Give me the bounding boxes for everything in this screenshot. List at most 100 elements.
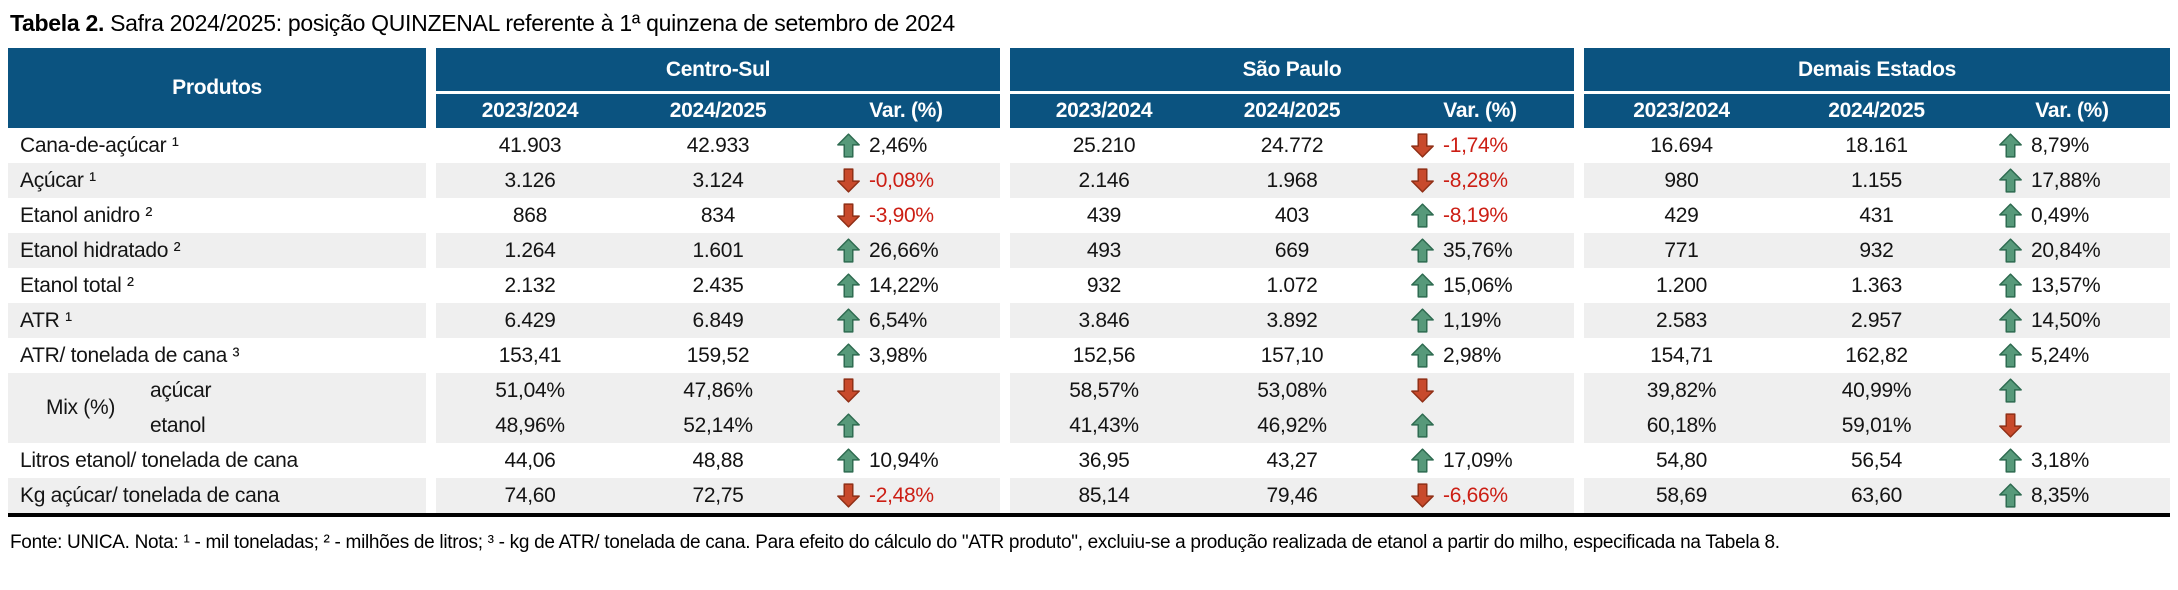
value-cell: 157,10 bbox=[1260, 343, 1324, 367]
variation-cell: 35,76% bbox=[1386, 233, 1574, 268]
up-arrow-icon bbox=[1999, 203, 2022, 228]
value-cell: 48,88 bbox=[692, 448, 744, 472]
value-cell: 60,18% bbox=[1584, 408, 1779, 443]
variation-value: 13,57% bbox=[2031, 273, 2101, 297]
value-cell: 493 bbox=[1010, 233, 1198, 268]
down-arrow-icon bbox=[1411, 168, 1434, 193]
table-title-text: Safra 2024/2025: posição QUINZENAL refer… bbox=[104, 10, 955, 36]
up-arrow-icon bbox=[1411, 238, 1434, 263]
value-cell: 403 bbox=[1274, 203, 1310, 227]
down-arrow-icon bbox=[837, 168, 860, 193]
row-label: Etanol total ² bbox=[20, 273, 134, 297]
value-cell: 53,08% bbox=[1198, 373, 1386, 408]
row-label: ATR/ tonelada de cana ³ bbox=[20, 343, 240, 367]
down-arrow-icon bbox=[1411, 483, 1434, 508]
variation-value: -2,48% bbox=[869, 483, 934, 507]
variation-value: 35,76% bbox=[1443, 238, 1513, 262]
subheader-2024-2025: 2024/2025 bbox=[1198, 94, 1386, 128]
mix-group-label: Mix (%) bbox=[46, 396, 116, 419]
variation-cell: 17,09% bbox=[1386, 443, 1574, 478]
variation-value: 15,06% bbox=[1443, 273, 1513, 297]
variation-value: 3,98% bbox=[869, 343, 928, 367]
up-arrow-icon bbox=[1999, 133, 2022, 158]
value-cell: 669 bbox=[1198, 233, 1386, 268]
subheader-2023-2024: 2023/2024 bbox=[1010, 94, 1198, 128]
value-cell: 39,82% bbox=[1584, 373, 1779, 408]
value-cell: 3.124 bbox=[624, 163, 812, 198]
value-cell: 771 bbox=[1584, 233, 1779, 268]
value-cell: 1.601 bbox=[624, 233, 812, 268]
value-cell: 429 bbox=[1664, 203, 1699, 227]
value-cell: 153,41 bbox=[498, 343, 562, 367]
variation-value: -3,90% bbox=[869, 203, 934, 227]
down-arrow-icon bbox=[1411, 378, 1434, 403]
up-arrow-icon bbox=[1999, 168, 2022, 193]
variation-value: 3,18% bbox=[2031, 448, 2090, 472]
variation-cell bbox=[1974, 373, 2170, 408]
value-cell: 3.892 bbox=[1198, 303, 1386, 338]
variation-cell: 0,49% bbox=[1974, 198, 2170, 233]
variation-cell: 6,54% bbox=[812, 303, 1000, 338]
value-cell: 152,56 bbox=[1072, 343, 1136, 367]
subheader-var: Var. (%) bbox=[1386, 94, 1574, 128]
variation-value: 1,19% bbox=[1443, 308, 1502, 332]
value-cell: 40,99% bbox=[1779, 373, 1974, 408]
value-cell: 54,80 bbox=[1655, 448, 1708, 472]
variation-value: 8,35% bbox=[2031, 483, 2090, 507]
value-cell: 41.903 bbox=[498, 133, 562, 157]
value-cell: 1.072 bbox=[1266, 273, 1318, 297]
variation-cell: 1,19% bbox=[1386, 303, 1574, 338]
subheader-2024-2025: 2024/2025 bbox=[624, 94, 812, 128]
variation-cell: -2,48% bbox=[812, 478, 1000, 513]
value-cell: 159,52 bbox=[686, 343, 750, 367]
value-cell: 58,57% bbox=[1010, 373, 1198, 408]
value-cell: 6.849 bbox=[624, 303, 812, 338]
subheader-2024-2025: 2024/2025 bbox=[1779, 94, 1974, 128]
variation-cell: 2,46% bbox=[812, 128, 1000, 163]
value-cell: 52,14% bbox=[624, 408, 812, 443]
value-cell: 79,46 bbox=[1198, 478, 1386, 513]
variation-value: 10,94% bbox=[869, 448, 939, 472]
group-header-sao-paulo: São Paulo bbox=[1010, 48, 1574, 94]
value-cell: 16.694 bbox=[1650, 133, 1713, 157]
up-arrow-icon bbox=[837, 343, 860, 368]
variation-value: 14,22% bbox=[869, 273, 939, 297]
variation-cell: 17,88% bbox=[1974, 163, 2170, 198]
up-arrow-icon bbox=[1411, 448, 1434, 473]
variation-value: -6,66% bbox=[1443, 483, 1508, 507]
variation-cell: -8,19% bbox=[1386, 198, 1574, 233]
value-cell: 834 bbox=[700, 203, 736, 227]
variation-value: -0,08% bbox=[869, 168, 934, 192]
variation-cell bbox=[1974, 408, 2170, 443]
row-label: Açúcar ¹ bbox=[8, 163, 426, 198]
products-column-header: Produtos bbox=[8, 48, 426, 128]
value-cell: 24.772 bbox=[1260, 133, 1324, 157]
subheader-2023-2024: 2023/2024 bbox=[436, 94, 624, 128]
value-cell: 431 bbox=[1859, 203, 1894, 227]
variation-value: 2,46% bbox=[869, 133, 928, 157]
variation-cell: -3,90% bbox=[812, 198, 1000, 233]
variation-cell: -1,74% bbox=[1386, 128, 1574, 163]
value-cell: 42.933 bbox=[686, 133, 750, 157]
variation-cell bbox=[1386, 373, 1574, 408]
value-cell: 6.429 bbox=[436, 303, 624, 338]
source-note: Fonte: UNICA. Nota: ¹ - mil toneladas; ²… bbox=[10, 532, 1780, 553]
down-arrow-icon bbox=[837, 378, 860, 403]
variation-cell: -8,28% bbox=[1386, 163, 1574, 198]
down-arrow-icon bbox=[837, 203, 860, 228]
value-cell: 932 bbox=[1086, 273, 1122, 297]
variation-value: 17,09% bbox=[1443, 448, 1513, 472]
variation-cell bbox=[1386, 408, 1574, 443]
value-cell: 44,06 bbox=[504, 448, 556, 472]
subheader-2023-2024: 2023/2024 bbox=[1584, 94, 1779, 128]
mix-sublabels: açúcar etanol bbox=[150, 373, 426, 443]
value-cell: 43,27 bbox=[1266, 448, 1318, 472]
value-cell: 868 bbox=[512, 203, 548, 227]
variation-value: 20,84% bbox=[2031, 238, 2101, 262]
value-cell: 3.126 bbox=[436, 163, 624, 198]
value-cell: 932 bbox=[1779, 233, 1974, 268]
data-table: Produtos Centro-Sul São Paulo Demais Est… bbox=[8, 48, 2170, 517]
value-cell: 74,60 bbox=[436, 478, 624, 513]
variation-value: 0,49% bbox=[2031, 203, 2090, 227]
group-header-centro-sul: Centro-Sul bbox=[436, 48, 1000, 94]
